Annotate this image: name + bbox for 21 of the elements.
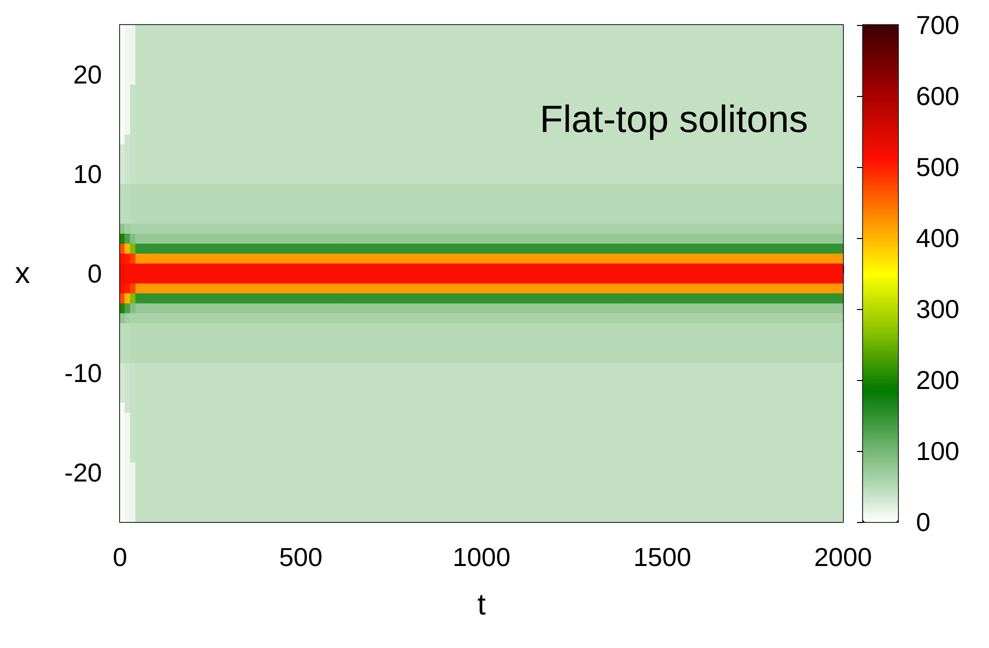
x-axis-title: t <box>477 588 486 622</box>
y-tick-label: 20 <box>73 60 102 90</box>
color-bar-label: 200 <box>916 365 960 395</box>
x-tick-label: 1000 <box>452 542 510 572</box>
y-tick-label: -20 <box>64 457 102 488</box>
text: Flat-top solitons <box>540 99 808 141</box>
color-bar-label: 300 <box>916 294 960 324</box>
y-tick-label: 0 <box>88 258 102 288</box>
color-bar-label: 600 <box>916 81 960 111</box>
x-tick-label: 2000 <box>814 542 872 572</box>
color-bar-label: 400 <box>916 223 960 253</box>
y-axis-title: x <box>15 257 30 290</box>
y-tick-label: 10 <box>73 159 102 190</box>
y-tick-label: -10 <box>64 358 102 388</box>
x-tick-label: 0 <box>112 542 128 572</box>
color-bar-label: 500 <box>916 152 960 182</box>
color-bar-label: 700 <box>916 10 960 40</box>
x-tick-label: 1500 <box>633 542 692 572</box>
color-bar-label: 100 <box>916 436 960 466</box>
x-tick-label: 500 <box>279 542 322 572</box>
color-bar-label: 0 <box>916 507 930 537</box>
